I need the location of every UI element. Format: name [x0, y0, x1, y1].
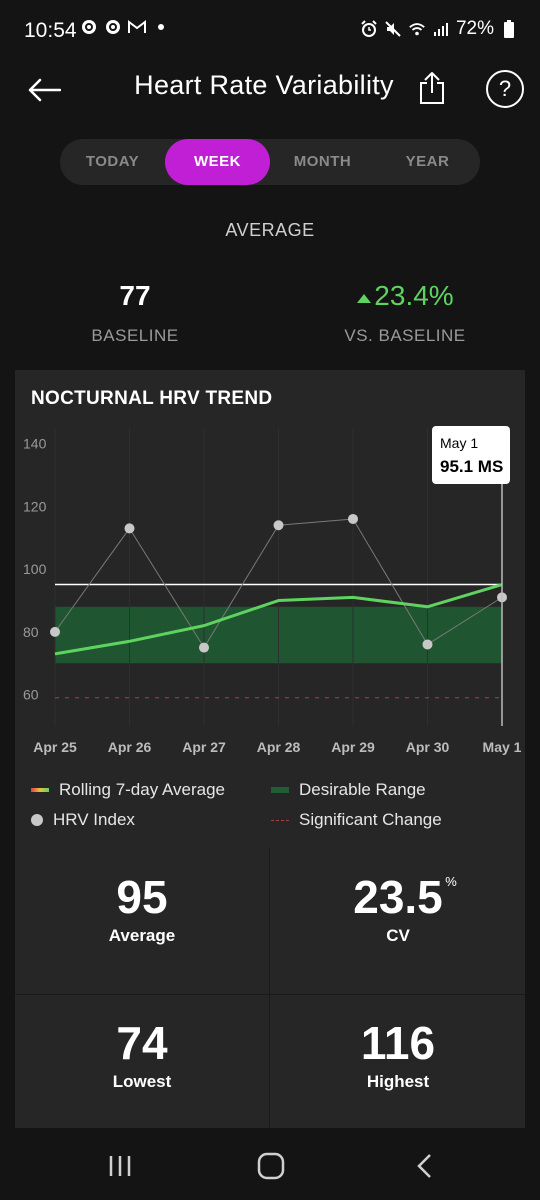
- stat-highest-label: Highest: [366, 1072, 430, 1091]
- stat-lowest: 74 Lowest: [15, 994, 269, 1132]
- battery-icon: [500, 20, 518, 38]
- x-tick-label: Apr 28: [257, 739, 301, 755]
- legend-label: HRV Index: [53, 810, 135, 829]
- y-tick-label: 100: [23, 561, 47, 577]
- system-nav-bar: [0, 1130, 540, 1200]
- stat-cv: 23.5% CV: [271, 848, 525, 986]
- stat-lowest-label: Lowest: [112, 1072, 172, 1091]
- stat-highest: 116 Highest: [271, 994, 525, 1132]
- share-icon: [420, 72, 444, 104]
- gmail-icon: [128, 18, 146, 36]
- stat-lowest-value: 74: [116, 1017, 168, 1069]
- triangle-up-icon: [357, 293, 372, 303]
- dot-icon: [152, 18, 170, 36]
- share-button[interactable]: [412, 66, 452, 110]
- tab-month[interactable]: MONTH: [293, 153, 352, 170]
- x-tick-label: Apr 27: [182, 739, 226, 755]
- recent-apps-button[interactable]: [100, 1150, 140, 1182]
- stat-average-value: 95: [116, 871, 168, 923]
- help-icon: ?: [486, 70, 524, 108]
- page-title-text: Heart Rate Variability: [134, 70, 394, 100]
- baseline-value: 77: [119, 280, 151, 311]
- legend-rolling-average: Rolling 7-day Average: [31, 780, 225, 800]
- significant-change-swatch: [271, 819, 289, 821]
- tooltip: May 1 95.1 MS: [432, 426, 510, 484]
- tab-year[interactable]: YEAR: [405, 153, 450, 170]
- stat-average: 95 Average: [15, 848, 269, 986]
- signal-icon: [432, 20, 450, 38]
- tooltip-value: 95.1 MS: [440, 457, 503, 476]
- battery-percent: 72%: [455, 18, 494, 39]
- x-tick-label: Apr 25: [33, 739, 77, 755]
- hrv-point[interactable]: [273, 520, 284, 531]
- back-button[interactable]: [22, 68, 66, 112]
- mute-icon: [384, 20, 402, 38]
- help-button[interactable]: ?: [486, 70, 524, 108]
- arrow-left-icon: [28, 78, 61, 102]
- stat-cv-label: CV: [386, 926, 410, 945]
- page-title: Heart Rate Variability: [0, 70, 540, 101]
- chevron-left-icon: [417, 1154, 431, 1178]
- hrv-point[interactable]: [50, 626, 60, 637]
- stats-divider: [15, 994, 525, 995]
- hrv-trend-card: NOCTURNAL HRV TREND 140 120 100 80 60 Apr 25…: [15, 370, 525, 1128]
- status-right-icons: 72%: [360, 18, 518, 40]
- y-tick-label: 60: [23, 687, 39, 703]
- vs-baseline-text: 23.4%: [374, 280, 454, 311]
- stat-highest-value: 116: [360, 1017, 436, 1069]
- baseline-label: BASELINE: [91, 326, 179, 345]
- stats-divider: [269, 848, 270, 1128]
- status-bar: 10:54 72%: [0, 0, 540, 62]
- home-button[interactable]: [251, 1150, 291, 1182]
- nav-back-button[interactable]: [404, 1150, 444, 1182]
- stat-average-label: Average: [108, 926, 176, 945]
- x-tick-label: Apr 30: [406, 739, 450, 755]
- tab-week[interactable]: WEEK: [165, 139, 270, 185]
- desirable-range-swatch: [271, 787, 289, 793]
- legend-hrv-index: HRV Index: [31, 810, 135, 830]
- tooltip-date: May 1: [440, 435, 478, 451]
- stats-grid: 95 Average 23.5% CV 74 Lowest 116 Highes…: [15, 848, 525, 1128]
- hrv-point[interactable]: [199, 642, 209, 653]
- hrv-point[interactable]: [124, 523, 135, 534]
- card-title: NOCTURNAL HRV TREND: [31, 388, 273, 409]
- legend-desirable-range: Desirable Range: [271, 780, 426, 800]
- home-icon: [257, 1152, 285, 1180]
- stat-cv-number: 23.5: [353, 871, 443, 923]
- circle-app-icon: [104, 18, 122, 36]
- status-left-icons: [80, 18, 170, 36]
- rolling-average-line: [54, 583, 503, 656]
- legend-label: Desirable Range: [299, 780, 426, 799]
- stat-cv-value: 23.5%: [353, 870, 457, 924]
- rolling-average-swatch: [31, 788, 49, 792]
- hrv-point[interactable]: [348, 513, 358, 524]
- legend-label: Rolling 7-day Average: [59, 780, 226, 799]
- baseline-block: 77 BASELINE: [0, 280, 270, 346]
- x-tick-label: May 1: [483, 739, 522, 755]
- circle-app-icon: [80, 18, 98, 36]
- legend-significant-change: Significant Change: [271, 810, 442, 830]
- vs-baseline-value: 23.4%: [270, 280, 540, 312]
- vs-baseline-block: 23.4% VS. BASELINE: [270, 280, 540, 346]
- hrv-index-swatch: [31, 814, 43, 826]
- hrv-chart[interactable]: 140 120 100 80 60 Apr 25 Apr 26 Apr 27 Apr 28 Ap…: [15, 420, 525, 760]
- average-label: AVERAGE: [225, 220, 315, 240]
- x-tick-label: Apr 29: [331, 739, 375, 755]
- tab-today[interactable]: TODAY: [85, 153, 140, 170]
- recent-apps-icon: [109, 1156, 131, 1176]
- tooltip-box: [432, 426, 510, 484]
- period-tabs: TODAY WEEK MONTH YEAR: [60, 139, 480, 185]
- y-tick-label: 80: [23, 624, 39, 640]
- alarm-icon: [360, 20, 378, 38]
- x-tick-label: Apr 26: [108, 739, 152, 755]
- y-tick-label: 140: [23, 436, 47, 452]
- app-header: Heart Rate Variability: [0, 62, 540, 118]
- status-time: 10:54: [24, 19, 77, 42]
- vs-baseline-label: VS. BASELINE: [344, 326, 466, 345]
- stat-cv-unit: %: [445, 874, 457, 889]
- wifi-icon: [408, 20, 426, 38]
- y-tick-label: 120: [23, 498, 47, 514]
- legend-label: Significant Change: [299, 810, 442, 829]
- hrv-point[interactable]: [422, 639, 433, 650]
